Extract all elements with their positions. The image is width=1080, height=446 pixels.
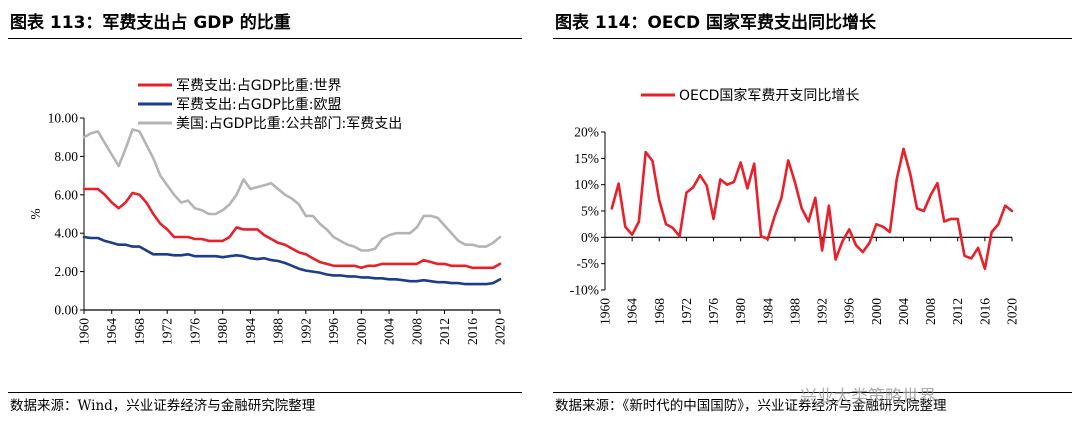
series-line — [82, 187, 502, 270]
x-tick-label: 1976 — [187, 318, 202, 345]
oecd-military-growth-chart: -10% -5% 0% 5% 10% 15% 20% 1960 1964 1968 1972 1976… — [570, 87, 1020, 325]
x-tick-label: 1980 — [733, 298, 748, 325]
y-tick-label: 10.00 — [48, 111, 79, 126]
x-tick-label: 1960 — [77, 318, 92, 345]
x-tick-label: 1976 — [706, 298, 721, 325]
y-tick-label: 6.00 — [54, 187, 78, 202]
figure-113-panel: 图表 113：军费支出占 GDP 的比重 0.00 2.00 4.00 6.00 8.0… — [0, 0, 530, 446]
x-tick-label: 1996 — [326, 318, 341, 345]
series-line — [82, 128, 502, 252]
x-tick-label: 1988 — [787, 298, 802, 325]
y-axis-label: % — [28, 208, 43, 219]
x-tick-label: 2012 — [437, 318, 452, 345]
x-tick-label: 2012 — [950, 298, 965, 325]
series-line — [610, 147, 1014, 271]
x-tick-label: 1972 — [160, 318, 175, 345]
x-tick-label: 2016 — [977, 298, 992, 325]
x-tick-label: 1968 — [132, 318, 147, 345]
title-rule — [8, 38, 522, 39]
y-tick-label: 5% — [581, 204, 599, 219]
x-tick-label: 1984 — [760, 298, 775, 325]
y-tick-label: 15% — [574, 151, 599, 166]
x-tick-label: 2000 — [354, 318, 369, 345]
figure-114-title: 图表 114：OECD 国家军费支出同比增长 — [555, 13, 876, 33]
x-tick-label: 2004 — [382, 318, 397, 345]
wechat-watermark: 兴业大类策略世界 — [800, 387, 936, 407]
x-tick-label: 2004 — [896, 298, 911, 325]
x-tick-label: 1992 — [815, 298, 830, 325]
y-tick-label: 8.00 — [54, 149, 78, 164]
x-tick-label: 1992 — [298, 318, 313, 345]
y-tick-label: 20% — [574, 125, 599, 140]
x-tick-label: 2020 — [1005, 298, 1020, 325]
military-spending-gdp-chart: 0.00 2.00 4.00 6.00 8.00 10.00 1960 1964 1968 197… — [28, 78, 508, 345]
series-line — [82, 235, 502, 286]
legend-label: 美国:占GDP比重:公共部门:军费支出 — [176, 116, 402, 132]
x-tick-label: 1964 — [625, 298, 640, 325]
x-tick-label: 2000 — [869, 298, 884, 325]
x-tick-label: 1968 — [652, 298, 667, 325]
x-tick-label: 2020 — [493, 318, 508, 345]
x-tick-label: 2016 — [465, 318, 480, 345]
y-tick-label: 4.00 — [54, 226, 78, 241]
figure-114-panel: 图表 114：OECD 国家军费支出同比增长 -10% -5% 0% 5% 10% 15%… — [545, 0, 1080, 446]
y-tick-label: 2.00 — [54, 264, 78, 279]
x-tick-label: 1988 — [271, 318, 286, 345]
x-tick-label: 1964 — [104, 318, 119, 345]
y-tick-label: 10% — [574, 177, 599, 192]
x-tick-label: 1996 — [842, 298, 857, 325]
x-tick-label: 2008 — [923, 298, 938, 325]
legend-label: 军费支出:占GDP比重:世界 — [176, 78, 342, 94]
x-tick-label: 1980 — [215, 318, 230, 345]
legend-label: OECD国家军费开支同比增长 — [679, 87, 859, 104]
legend-label: 军费支出:占GDP比重:欧盟 — [176, 97, 342, 113]
y-tick-label: 0.00 — [54, 303, 78, 318]
source-rule — [553, 392, 1072, 393]
x-tick-label: 2008 — [409, 318, 424, 345]
x-tick-label: 1960 — [598, 298, 613, 325]
figure-114-source: 数据来源：《新时代的中国国防》，兴业证券经济与金融研究院整理 — [555, 398, 947, 414]
y-tick-label: -10% — [570, 283, 599, 298]
y-tick-label: 0% — [581, 230, 599, 245]
x-tick-label: 1972 — [679, 298, 694, 325]
y-tick-label: -5% — [577, 256, 600, 271]
source-rule — [8, 392, 522, 393]
figure-113-title: 图表 113：军费支出占 GDP 的比重 — [10, 13, 291, 33]
title-rule — [553, 38, 1072, 39]
figure-113-source: 数据来源：Wind，兴业证券经济与金融研究院整理 — [10, 398, 316, 414]
x-tick-label: 1984 — [243, 318, 258, 345]
